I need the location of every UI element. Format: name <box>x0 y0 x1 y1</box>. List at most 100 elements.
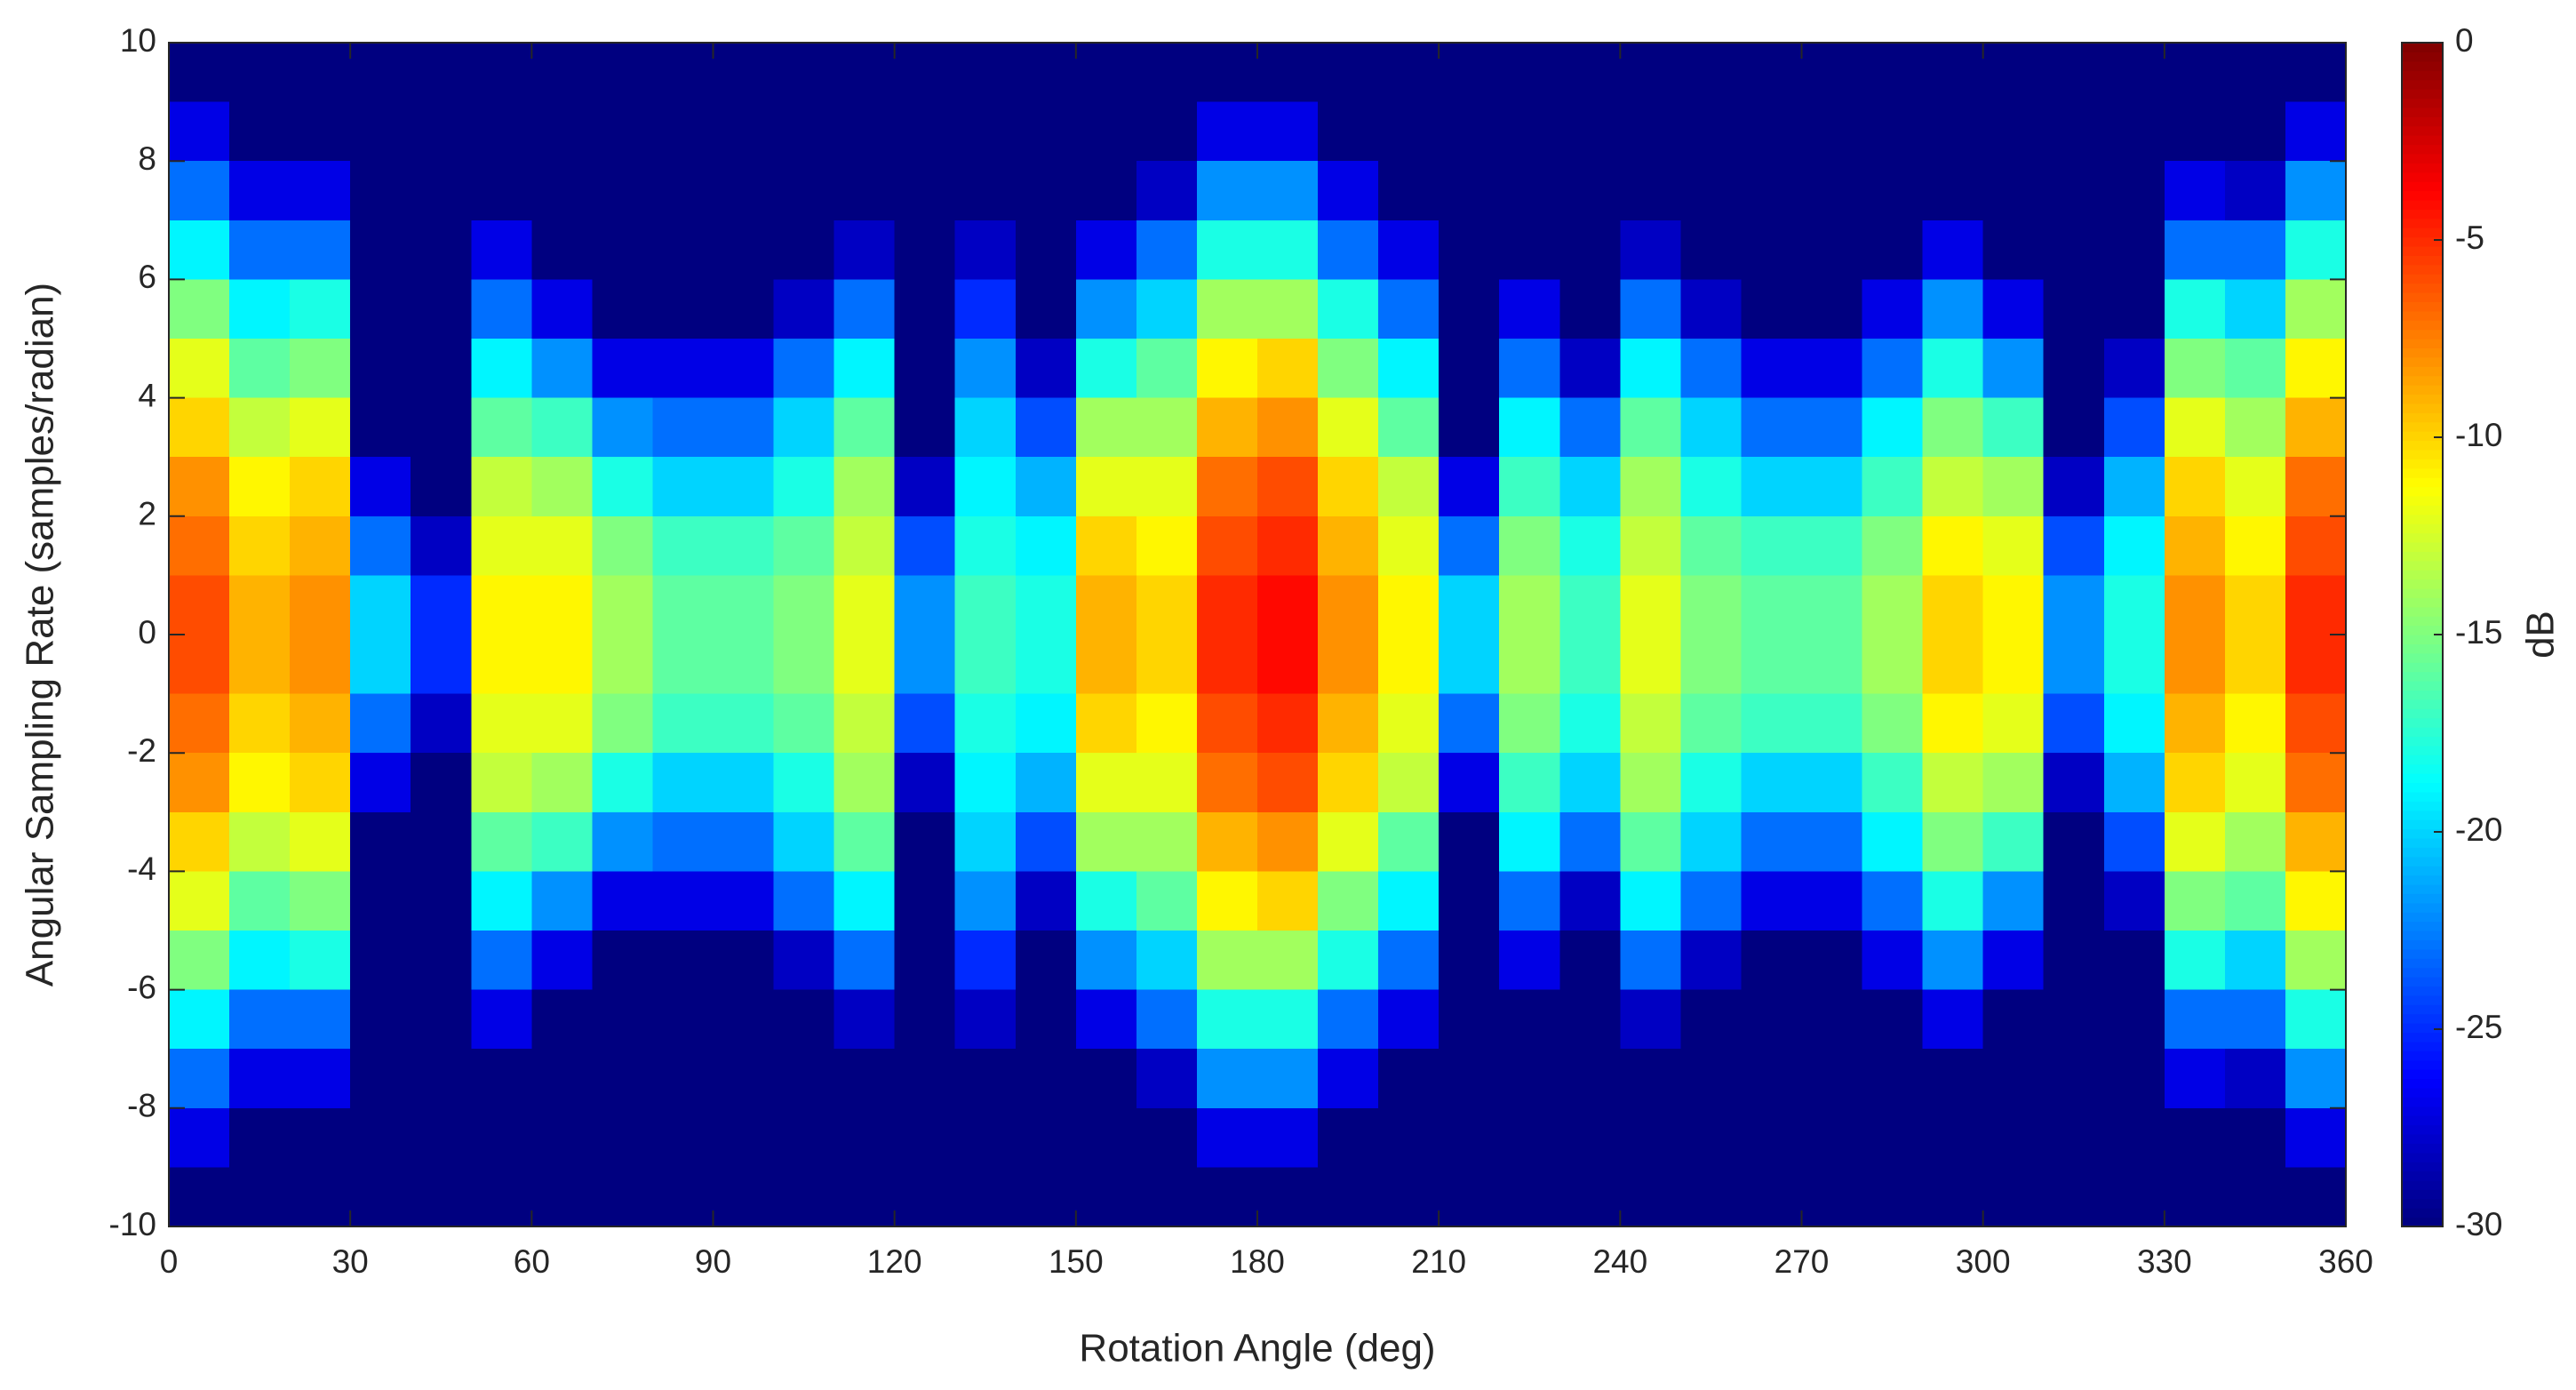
heatmap-cell <box>1318 931 1379 991</box>
heatmap-cell <box>1862 989 1924 1050</box>
heatmap-cell <box>1136 575 1198 635</box>
heatmap-cell <box>1801 161 1863 221</box>
heatmap-cell <box>471 457 532 517</box>
heatmap-cell <box>290 931 351 991</box>
heatmap-cell <box>1801 279 1863 340</box>
heatmap-cell <box>713 457 775 517</box>
heatmap-cell <box>1499 931 1560 991</box>
heatmap-cell <box>1499 811 1560 872</box>
heatmap-cell <box>1982 339 2045 399</box>
colorbar-segment <box>2402 1170 2443 1181</box>
heatmap-cell <box>894 43 956 103</box>
heatmap-cell <box>229 575 291 635</box>
heatmap-cell <box>411 161 472 221</box>
heatmap-cell <box>1620 43 1681 103</box>
heatmap-cell <box>1620 753 1681 813</box>
heatmap-cell <box>2103 693 2165 754</box>
heatmap-cell <box>1982 101 2045 162</box>
heatmap-cell <box>1559 811 1621 872</box>
heatmap-cell <box>1620 931 1681 991</box>
heatmap-cell <box>1982 220 2045 280</box>
heatmap-cell <box>290 1049 351 1109</box>
heatmap-cell <box>1801 575 1863 635</box>
colorbar-segment <box>2402 135 2443 146</box>
colorbar-segment <box>2402 931 2443 941</box>
colorbar-segment <box>2402 560 2443 571</box>
colorbar-segment <box>2402 551 2443 562</box>
heatmap-cell <box>1620 811 1681 872</box>
heatmap-cell <box>1499 1167 1560 1227</box>
heatmap-cell <box>1439 43 1500 103</box>
heatmap-cell <box>229 43 291 103</box>
heatmap-cell <box>411 279 472 340</box>
heatmap-cell <box>229 161 291 221</box>
heatmap-cell <box>833 220 896 280</box>
heatmap-cell <box>350 161 411 221</box>
heatmap-cell <box>652 1107 714 1168</box>
heatmap-cell <box>1922 575 1984 635</box>
heatmap-cell <box>1862 871 1924 931</box>
heatmap-cell <box>1801 931 1863 991</box>
heatmap-cell <box>713 989 775 1050</box>
heatmap-cell <box>1136 693 1198 754</box>
heatmap-cell <box>1741 753 1803 813</box>
heatmap-cell <box>471 575 532 635</box>
heatmap-cell <box>1922 101 1984 162</box>
heatmap-cell <box>1439 635 1500 695</box>
heatmap-cell <box>290 101 351 162</box>
heatmap-cell <box>1378 811 1440 872</box>
x-axis-title: Rotation Angle (deg) <box>1079 1327 1435 1370</box>
heatmap-cell <box>1982 931 2045 991</box>
heatmap-cell <box>592 397 654 458</box>
heatmap-cell <box>411 1107 472 1168</box>
colorbar-segment <box>2402 283 2443 293</box>
heatmap-cell <box>1196 397 1258 458</box>
heatmap-cell <box>411 811 472 872</box>
colorbar-segment <box>2402 1032 2443 1042</box>
heatmap-cell <box>773 397 835 458</box>
heatmap-cell <box>1015 693 1077 754</box>
heatmap-cell <box>1862 931 1924 991</box>
heatmap-cell <box>1075 43 1137 103</box>
heatmap-cell <box>1922 220 1984 280</box>
heatmap-cell <box>1620 989 1681 1050</box>
colorbar-segment <box>2402 486 2443 497</box>
heatmap-cell <box>2285 693 2347 754</box>
heatmap-cell <box>350 871 411 931</box>
heatmap-cell <box>2043 339 2105 399</box>
heatmap-cell <box>1136 161 1198 221</box>
heatmap-cell <box>1136 811 1198 872</box>
heatmap-cell <box>411 515 472 576</box>
heatmap-cell <box>1196 101 1258 162</box>
heatmap-cell <box>2164 279 2226 340</box>
heatmap-cell <box>1378 753 1440 813</box>
heatmap-cell <box>1620 220 1681 280</box>
heatmap-cell <box>2043 1167 2105 1227</box>
heatmap-cell <box>1499 339 1560 399</box>
heatmap-cell <box>2285 871 2347 931</box>
heatmap-cell <box>773 339 835 399</box>
colorbar-segment <box>2402 449 2443 459</box>
heatmap-cell <box>1801 1049 1863 1109</box>
heatmap-cell <box>833 457 896 517</box>
heatmap-cell <box>1559 635 1621 695</box>
heatmap-cell <box>833 635 896 695</box>
colorbar-segment <box>2402 264 2443 275</box>
colorbar-segment <box>2402 255 2443 266</box>
colorbar-segment <box>2402 1097 2443 1107</box>
heatmap-cell <box>1136 279 1198 340</box>
heatmap-cell <box>471 753 532 813</box>
colorbar-segment <box>2402 403 2443 413</box>
heatmap-cell <box>1015 515 1077 576</box>
heatmap-cell <box>290 339 351 399</box>
heatmap-cell <box>2103 575 2165 635</box>
heatmap-cell <box>1196 989 1258 1050</box>
heatmap-cell <box>1680 693 1743 754</box>
heatmap-cell <box>2103 515 2165 576</box>
heatmap-cell <box>1922 931 1984 991</box>
heatmap-cell <box>1499 515 1560 576</box>
heatmap-cell <box>1318 161 1379 221</box>
heatmap-cell <box>2224 1107 2286 1168</box>
x-tick-label: 60 <box>514 1243 550 1280</box>
heatmap-cell <box>1075 989 1137 1050</box>
